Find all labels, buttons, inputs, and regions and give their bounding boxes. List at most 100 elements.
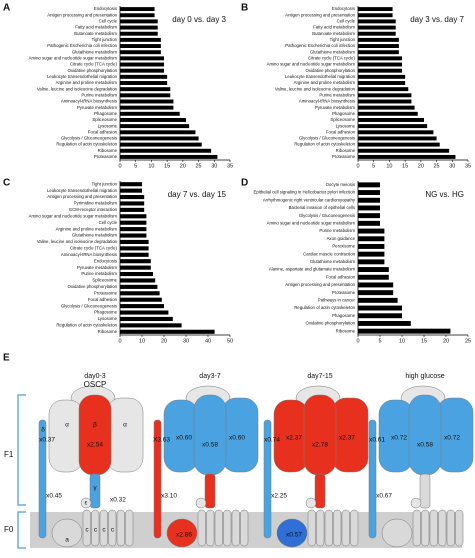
category-label: Valine, leucine and isoleucine degradati… bbox=[37, 239, 118, 244]
bar bbox=[120, 130, 196, 135]
panel-label: A bbox=[3, 3, 10, 14]
category-label: Antigen processing and presentation bbox=[285, 282, 355, 287]
category-label: Oocyte meiosis bbox=[326, 182, 355, 187]
subunit-name: γ bbox=[93, 485, 97, 492]
category-label: Pathways in cancer bbox=[318, 297, 356, 302]
bar bbox=[358, 124, 428, 129]
bar bbox=[120, 111, 180, 116]
fold-change: x0.74 bbox=[264, 437, 280, 444]
bar bbox=[120, 136, 199, 141]
category-label: Aminoacyl-tRNA biosynthesis bbox=[61, 252, 117, 257]
category-label: Amino sugar and nucleotide sugar metabol… bbox=[29, 213, 118, 218]
bar bbox=[358, 19, 396, 24]
category-label: Endocytosis bbox=[94, 6, 117, 11]
bar bbox=[120, 220, 147, 225]
bar bbox=[120, 214, 147, 219]
bar bbox=[358, 50, 399, 55]
x-tick-label: 30 bbox=[211, 163, 217, 169]
x-tick-label: 10 bbox=[139, 338, 145, 344]
bar bbox=[120, 252, 149, 257]
f0-bracket bbox=[17, 511, 26, 549]
category-label: Leukocyte transendothelial migration bbox=[285, 74, 356, 79]
category-label: Proteasome bbox=[94, 290, 118, 295]
bar bbox=[358, 37, 399, 42]
x-tick-label: 25 bbox=[434, 163, 440, 169]
bar bbox=[120, 25, 158, 30]
f0-label: F0 bbox=[4, 525, 14, 534]
bar bbox=[120, 142, 202, 147]
category-label: Glycolysis / Gluconeogenesis bbox=[299, 213, 355, 218]
bar bbox=[120, 188, 142, 193]
x-tick-label: 30 bbox=[183, 338, 189, 344]
x-tick-label: 0 bbox=[356, 338, 359, 344]
category-label: Oxidative phosphorylation bbox=[68, 284, 118, 289]
bar bbox=[120, 62, 164, 67]
category-label: Focal adhesion bbox=[326, 129, 356, 134]
x-tick-label: 30 bbox=[449, 163, 455, 169]
category-label: Focal adhesion bbox=[88, 297, 118, 302]
fold-change: x2.78 bbox=[312, 442, 328, 449]
bar bbox=[358, 56, 402, 61]
x-tick-label: 5 bbox=[378, 338, 381, 344]
c-ring bbox=[231, 509, 240, 547]
bar bbox=[120, 74, 168, 79]
category-label: Purine metabolism bbox=[319, 228, 355, 233]
epsilon bbox=[305, 497, 317, 509]
bar bbox=[358, 328, 451, 334]
category-label: Proteasome bbox=[332, 290, 356, 295]
bar bbox=[358, 205, 380, 211]
category-label: Antigen processing and presentation bbox=[47, 194, 117, 199]
category-label: Glutathione metabolism bbox=[72, 233, 118, 238]
bar bbox=[120, 304, 164, 309]
bar bbox=[358, 274, 389, 280]
fold-change: x2.25 bbox=[271, 493, 287, 500]
fold-change: x2.37 bbox=[339, 435, 355, 442]
c-ring bbox=[438, 509, 447, 547]
bar bbox=[358, 228, 385, 234]
bar bbox=[358, 320, 411, 326]
x-tick-label: 20 bbox=[180, 163, 186, 169]
bar bbox=[358, 182, 380, 188]
bar bbox=[120, 182, 142, 187]
category-label: Fatty acid metabolism bbox=[75, 25, 117, 30]
f1-label: F1 bbox=[4, 450, 14, 459]
subunit-name: c bbox=[111, 527, 115, 534]
fold-change: x2.37 bbox=[286, 435, 302, 442]
epsilon bbox=[80, 497, 92, 509]
category-label: Regulation of actin cytoskeleton bbox=[56, 142, 117, 147]
category-label: Ribosome bbox=[98, 329, 118, 334]
category-label: Peroxisome bbox=[332, 244, 355, 249]
category-label: Arrhythmogenic right ventricular cardiom… bbox=[263, 197, 356, 202]
subunit-name: δ bbox=[41, 427, 45, 434]
a-subunit bbox=[166, 518, 198, 548]
bar bbox=[358, 148, 450, 153]
subunit-name: β bbox=[93, 422, 97, 429]
bar bbox=[358, 62, 402, 67]
category-label: Glycolysis / Gluconeogenesis bbox=[61, 303, 117, 308]
x-tick-label: 5 bbox=[372, 163, 375, 169]
category-label: Citrate cycle (TCA cycle) bbox=[70, 62, 118, 67]
x-tick-label: 0 bbox=[356, 163, 359, 169]
bar bbox=[120, 316, 173, 322]
bar bbox=[358, 99, 412, 104]
beta bbox=[78, 394, 112, 476]
bar bbox=[120, 68, 164, 73]
bar bbox=[120, 154, 218, 159]
bar bbox=[358, 154, 456, 159]
c-ring bbox=[307, 509, 316, 547]
category-label: Glutathione metabolism bbox=[72, 49, 118, 54]
fold-change: x0.60 bbox=[229, 435, 245, 442]
category-label: Axon guidance bbox=[327, 236, 356, 241]
category-label: Purine metabolism bbox=[81, 92, 117, 97]
bar bbox=[120, 148, 212, 153]
x-tick-label: 25 bbox=[465, 338, 471, 344]
c-ring bbox=[197, 509, 206, 547]
fold-change: x0.32 bbox=[110, 497, 126, 504]
x-tick-label: 10 bbox=[386, 163, 392, 169]
category-label: Antigen processing and presentation bbox=[47, 12, 117, 17]
bar bbox=[358, 290, 394, 296]
category-label: Glycolysis / Gluconeogenesis bbox=[299, 136, 355, 141]
subunit-name: α bbox=[65, 422, 69, 429]
category-label: Amino sugar and nucleotide sugar metabol… bbox=[29, 56, 118, 61]
fold-change: x0.67 bbox=[376, 493, 392, 500]
